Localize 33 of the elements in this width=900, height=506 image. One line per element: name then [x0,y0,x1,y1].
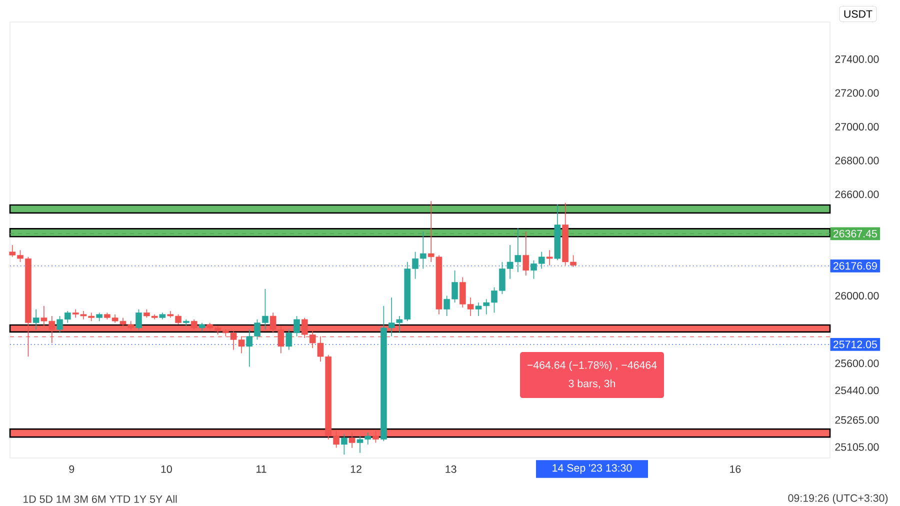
y-tick-label: 25600.00 [835,360,879,368]
x-tick-label: 16 [730,465,741,473]
y-tick-label: 25440.00 [835,386,879,394]
x-tick-label: 13 [446,465,456,473]
x-tick-label: 9 [69,465,74,473]
y-tick-label: 25265.00 [835,416,879,424]
y-tick-label: 27000.00 [835,122,879,131]
x-tick-label: 10 [161,465,172,473]
text: 1D 5D 1M 3M 6M YTD 1Y 5Y All [24,495,177,503]
candlestick [136,308,142,330]
text: USDT [844,10,872,18]
y-tick-label: 27400.00 [835,55,879,63]
candlestick [32,308,40,330]
candlestick [372,430,379,444]
y-tick-label: 27200.00 [835,89,879,97]
candlestick [546,250,553,266]
y-tick-label: 26000.00 [835,292,879,300]
y-tick-label: 25105.00 [835,443,879,451]
ref-line-label: 25712.05 [833,340,877,348]
text: 14 Sep '23 13:30 [552,464,632,474]
ref-line-label: 26176.69 [833,262,877,270]
candlestick [190,319,198,330]
annotation: 3 bars, 3h [568,379,616,389]
annotation: −464.64 (−1.78%) , −46464 [527,361,657,371]
ref-line-label: 26367.45 [833,230,877,238]
x-tick-label: 12 [350,465,362,473]
candlestick [522,231,530,276]
y-tick-label: 26600.00 [835,190,879,198]
candlestick [341,434,348,456]
text: 09:19:26 (UTC+3:30) [788,494,888,504]
y-tick-label: 26800.00 [835,156,879,164]
x-tick-label: 11 [256,465,266,473]
candlestick [348,432,356,448]
